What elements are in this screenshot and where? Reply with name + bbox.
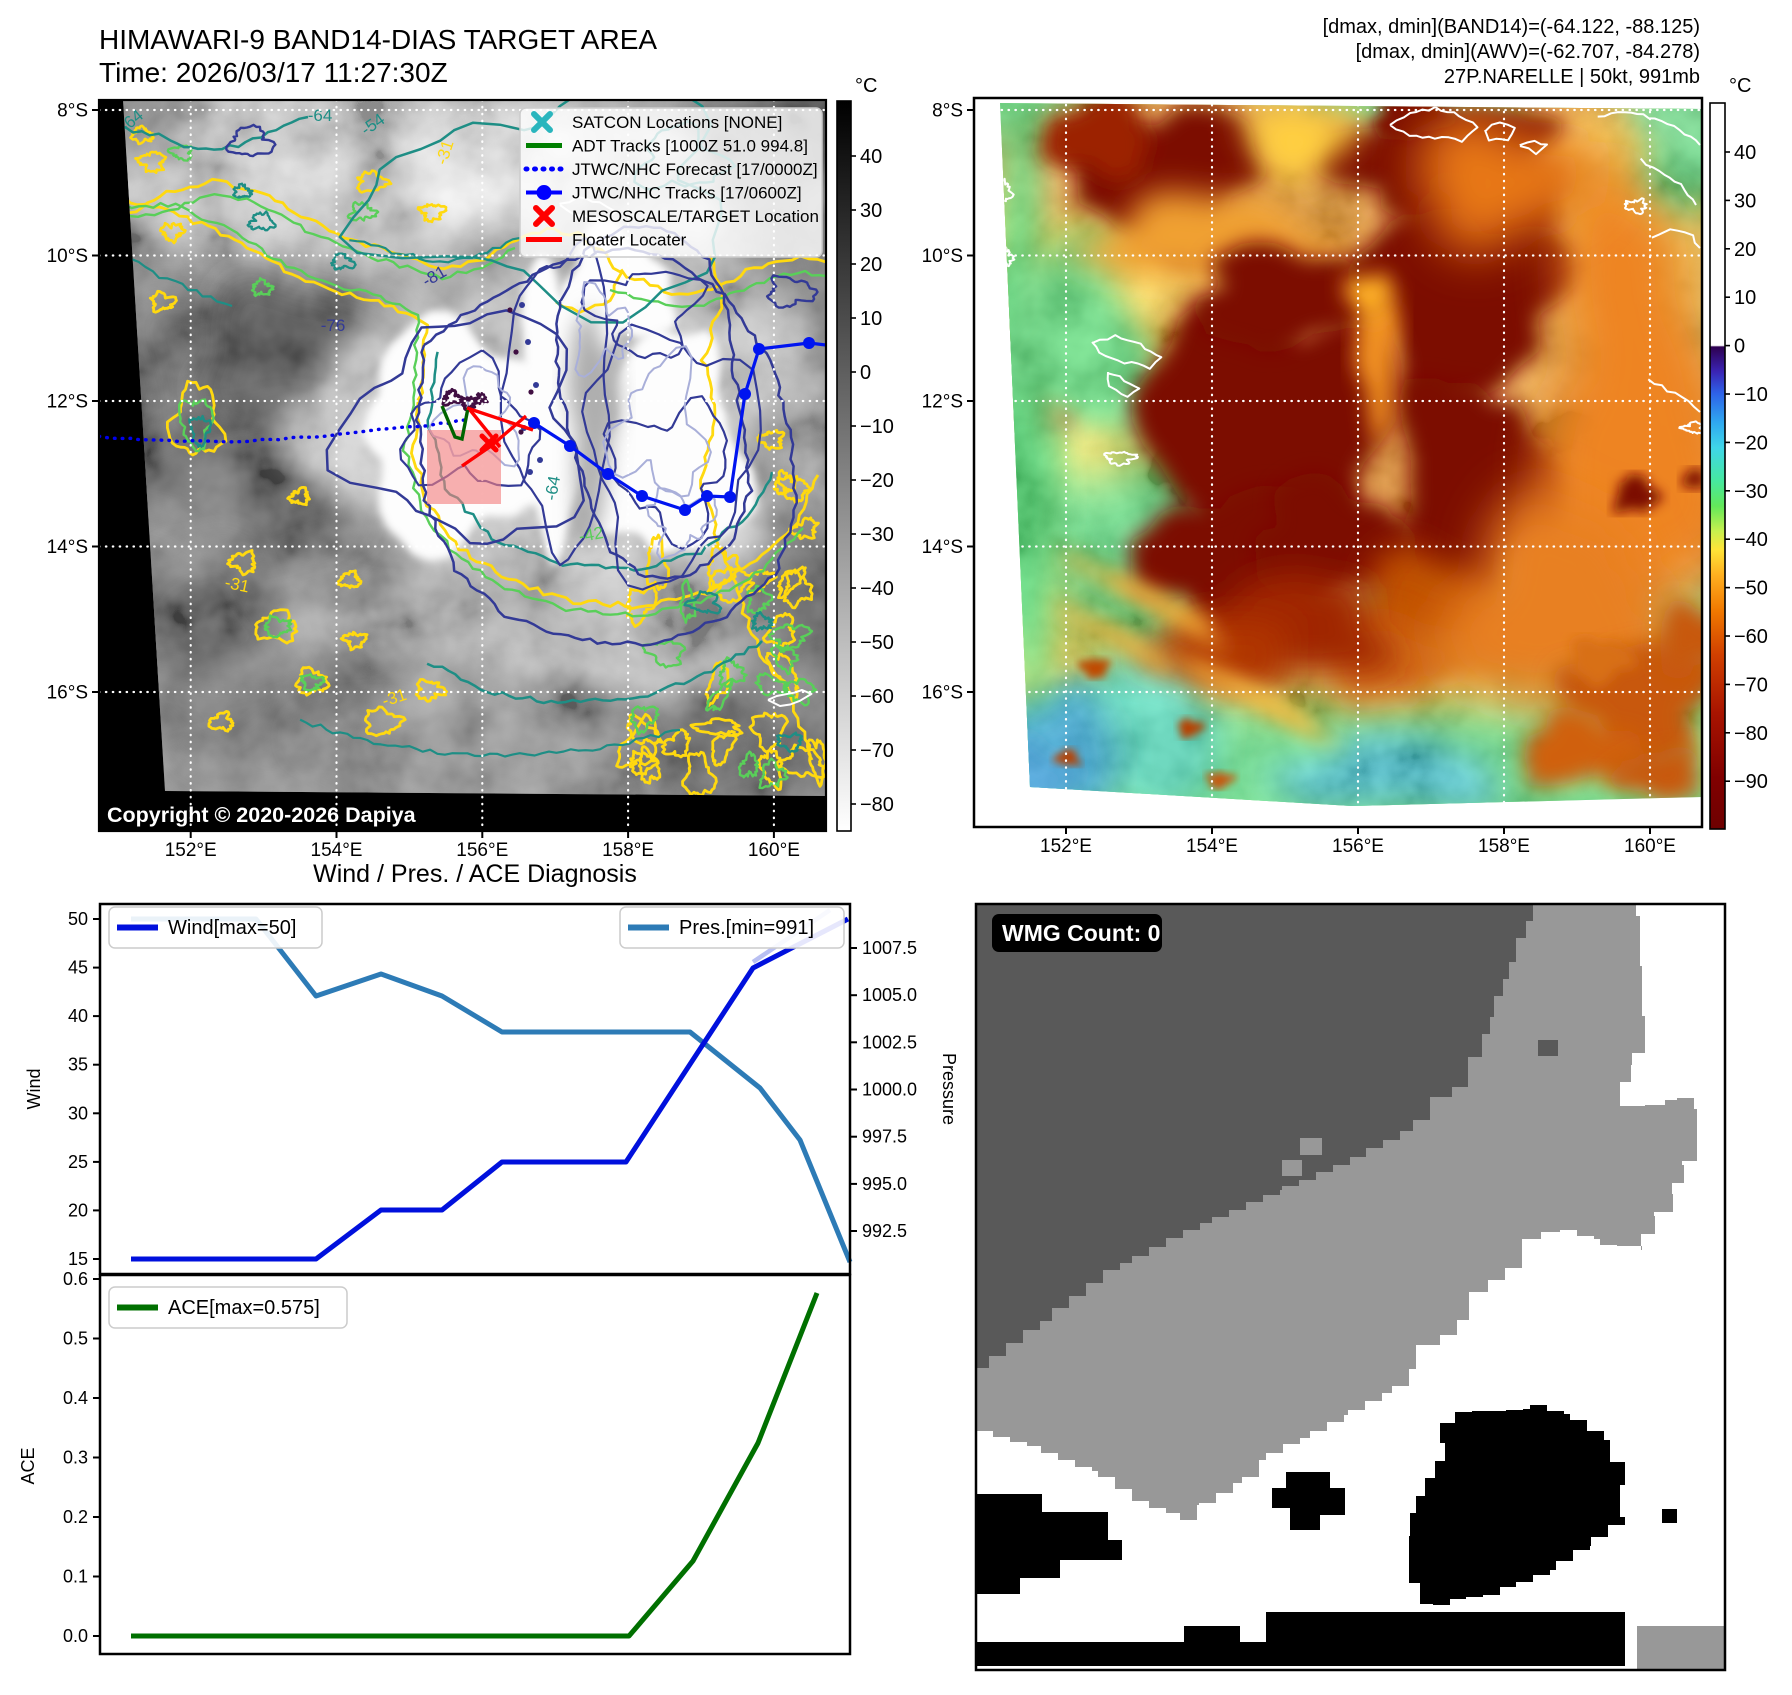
svg-text:−20: −20	[1734, 432, 1768, 454]
svg-text:40: 40	[860, 146, 882, 168]
svg-text:−50: −50	[1734, 578, 1768, 600]
svg-text:−70: −70	[1734, 674, 1768, 696]
svg-text:1005.0: 1005.0	[862, 985, 917, 1005]
svg-text:−80: −80	[1734, 723, 1768, 745]
svg-text:−70: −70	[860, 740, 894, 762]
svg-text:−10: −10	[1734, 384, 1768, 406]
svg-text:995.0: 995.0	[862, 1174, 907, 1194]
svg-text:12°S: 12°S	[47, 392, 88, 413]
svg-text:992.5: 992.5	[862, 1221, 907, 1241]
svg-text:16°S: 16°S	[47, 683, 88, 704]
svg-text:10: 10	[860, 308, 882, 330]
svg-text:40: 40	[1734, 142, 1756, 164]
svg-text:158°E: 158°E	[602, 840, 654, 861]
svg-text:27P.NARELLE | 50kt, 991mb: 27P.NARELLE | 50kt, 991mb	[1444, 66, 1700, 88]
svg-text:154°E: 154°E	[311, 840, 363, 861]
svg-text:0.3: 0.3	[63, 1448, 88, 1468]
svg-text:0.1: 0.1	[63, 1567, 88, 1587]
svg-text:1007.5: 1007.5	[862, 938, 917, 958]
svg-text:14°S: 14°S	[47, 537, 88, 558]
svg-text:MESOSCALE/TARGET Location: MESOSCALE/TARGET Location	[572, 207, 819, 226]
svg-text:−20: −20	[860, 470, 894, 492]
svg-text:0: 0	[860, 362, 871, 384]
svg-text:°C: °C	[1729, 75, 1751, 97]
svg-text:−40: −40	[860, 578, 894, 600]
svg-text:−10: −10	[860, 416, 894, 438]
svg-text:−30: −30	[860, 524, 894, 546]
svg-text:-76: -76	[321, 316, 346, 335]
svg-text:8°S: 8°S	[57, 101, 88, 122]
svg-text:0.5: 0.5	[63, 1329, 88, 1349]
svg-text:152°E: 152°E	[165, 840, 217, 861]
svg-text:15: 15	[68, 1249, 88, 1269]
svg-text:−60: −60	[860, 686, 894, 708]
svg-text:160°E: 160°E	[748, 840, 800, 861]
svg-text:0.4: 0.4	[63, 1388, 88, 1408]
svg-text:−50: −50	[860, 632, 894, 654]
svg-text:20: 20	[1734, 239, 1756, 261]
svg-text:20: 20	[68, 1200, 88, 1220]
svg-text:1000.0: 1000.0	[862, 1080, 917, 1100]
svg-text:SATCON Locations [NONE]: SATCON Locations [NONE]	[572, 113, 782, 132]
svg-text:14°S: 14°S	[922, 537, 963, 558]
svg-text:JTWC/NHC Tracks [17/0600Z]: JTWC/NHC Tracks [17/0600Z]	[572, 184, 802, 203]
svg-text:ACE[max=0.575]: ACE[max=0.575]	[168, 1297, 320, 1319]
svg-text:25: 25	[68, 1152, 88, 1172]
svg-text:JTWC/NHC Forecast [17/0000Z]: JTWC/NHC Forecast [17/0000Z]	[572, 160, 818, 179]
svg-text:Pressure: Pressure	[939, 1053, 959, 1125]
svg-text:Wind: Wind	[24, 1068, 44, 1109]
svg-text:8°S: 8°S	[932, 101, 963, 122]
svg-text:1002.5: 1002.5	[862, 1032, 917, 1052]
svg-text:16°S: 16°S	[922, 683, 963, 704]
svg-text:0.2: 0.2	[63, 1507, 88, 1527]
svg-text:0: 0	[1734, 336, 1745, 358]
svg-text:10°S: 10°S	[922, 246, 963, 267]
svg-text:HIMAWARI-9 BAND14-DIAS TARGET: HIMAWARI-9 BAND14-DIAS TARGET AREA	[99, 24, 657, 55]
svg-text:Floater Locater: Floater Locater	[572, 231, 687, 250]
svg-text:0.6: 0.6	[63, 1269, 88, 1289]
svg-text:50: 50	[68, 909, 88, 929]
svg-text:997.5: 997.5	[862, 1127, 907, 1147]
svg-text:WMG Count: 0: WMG Count: 0	[1002, 920, 1160, 946]
svg-text:10: 10	[1734, 287, 1756, 309]
svg-text:154°E: 154°E	[1186, 836, 1238, 857]
svg-text:158°E: 158°E	[1478, 836, 1530, 857]
svg-text:156°E: 156°E	[456, 840, 508, 861]
svg-text:Pres.[min=991]: Pres.[min=991]	[679, 917, 814, 939]
svg-text:40: 40	[68, 1006, 88, 1026]
svg-text:Copyright © 2020-2026 Dapiya: Copyright © 2020-2026 Dapiya	[107, 803, 417, 827]
svg-text:ACE: ACE	[18, 1447, 38, 1484]
svg-text:−40: −40	[1734, 529, 1768, 551]
svg-text:160°E: 160°E	[1624, 836, 1676, 857]
svg-text:−90: −90	[1734, 771, 1768, 793]
svg-text:Time: 2026/03/17 11:27:30Z: Time: 2026/03/17 11:27:30Z	[99, 57, 448, 88]
svg-text:−80: −80	[860, 794, 894, 816]
svg-text:°C: °C	[855, 75, 877, 97]
svg-text:0.0: 0.0	[63, 1626, 88, 1646]
svg-text:[dmax, dmin](BAND14)=(-64.122,: [dmax, dmin](BAND14)=(-64.122, -88.125)	[1323, 16, 1700, 38]
svg-text:30: 30	[68, 1103, 88, 1123]
svg-text:152°E: 152°E	[1040, 836, 1092, 857]
svg-text:-31: -31	[223, 573, 251, 597]
svg-text:-42: -42	[577, 523, 605, 546]
svg-text:-64: -64	[308, 106, 333, 125]
svg-text:[dmax, dmin](AWV)=(-62.707, -8: [dmax, dmin](AWV)=(-62.707, -84.278)	[1356, 41, 1700, 63]
svg-text:ADT Tracks [1000Z 51.0 994.8]: ADT Tracks [1000Z 51.0 994.8]	[572, 137, 808, 156]
svg-text:156°E: 156°E	[1332, 836, 1384, 857]
svg-text:35: 35	[68, 1055, 88, 1075]
svg-text:12°S: 12°S	[922, 392, 963, 413]
svg-text:−30: −30	[1734, 481, 1768, 503]
svg-text:10°S: 10°S	[47, 246, 88, 267]
svg-text:−60: −60	[1734, 626, 1768, 648]
svg-text:45: 45	[68, 958, 88, 978]
svg-text:30: 30	[1734, 190, 1756, 212]
svg-text:30: 30	[860, 200, 882, 222]
svg-text:-64: -64	[541, 474, 564, 502]
svg-text:Wind / Pres. / ACE Diagnosis: Wind / Pres. / ACE Diagnosis	[313, 860, 637, 888]
svg-text:20: 20	[860, 254, 882, 276]
svg-text:Wind[max=50]: Wind[max=50]	[168, 917, 296, 939]
